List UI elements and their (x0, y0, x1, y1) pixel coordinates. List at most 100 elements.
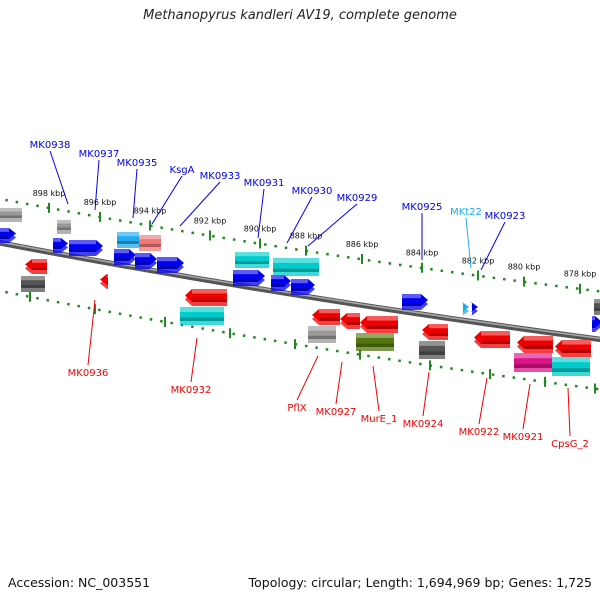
ruler-tick-label: 886 kbp (346, 240, 379, 249)
gene-lowlight (53, 246, 61, 249)
gene-label-top: KsgA (170, 165, 195, 176)
gene-lowlight (481, 340, 510, 344)
gene-reverse (312, 309, 340, 325)
gene-highlight (524, 336, 553, 341)
gene-reverse (514, 353, 552, 372)
gene-lowlight (356, 343, 394, 347)
accession-text: Accession: NC_003551 (8, 575, 151, 590)
gene-label-leader (94, 159, 100, 211)
ruler-tick-label: 890 kbp (244, 224, 277, 233)
gene-highlight (356, 333, 394, 338)
gene-label-top: MK0935 (117, 158, 158, 169)
gene-lowlight (180, 317, 224, 321)
gene-highlight (271, 275, 284, 280)
gene-highlight (552, 357, 590, 363)
gene-forward (273, 258, 319, 276)
gene-forward (271, 275, 291, 291)
gene-label-top: MKt22 (450, 207, 482, 218)
gene-lowlight (21, 285, 45, 288)
gene-highlight (135, 253, 150, 258)
gene-label-top: MK0929 (337, 193, 378, 204)
gene-label-top: MK0923 (485, 211, 526, 222)
gene-forward (0, 208, 22, 222)
gene-label-top: MK0931 (244, 178, 285, 189)
gene-lowlight (233, 279, 258, 282)
gene-forward (57, 220, 71, 234)
gene-label-leader (257, 188, 265, 239)
gene-highlight (32, 259, 47, 263)
gene-highlight (107, 274, 108, 278)
gene-highlight (429, 324, 448, 329)
ruler-tick-label: 892 kbp (194, 216, 227, 225)
gene-forward (114, 249, 136, 265)
gene-lowlight (594, 308, 600, 311)
gene-label-leader (151, 175, 183, 225)
ruler-tick-label: 894 kbp (134, 206, 167, 215)
gene-lowlight (157, 266, 177, 269)
gene-reverse (340, 313, 360, 329)
ruler-tick-label: 878 kbp (564, 270, 597, 279)
gene-reverse (552, 357, 590, 376)
gene-highlight (319, 309, 340, 314)
gene-lowlight (135, 262, 150, 265)
gene-reverse (356, 333, 394, 351)
gene-face (462, 302, 469, 312)
gene-highlight (0, 208, 22, 212)
gene-lowlight (291, 288, 308, 291)
gene-lowlight (117, 241, 139, 244)
gene-label-top: MK0938 (30, 140, 71, 151)
ruler-tick-label: 896 kbp (84, 198, 117, 207)
gene-label-bottom: MK0922 (459, 427, 500, 438)
gene-label-bottom: PflX (287, 403, 306, 414)
gene-label-bottom: MK0932 (171, 385, 212, 396)
gene-label-top: MK0930 (292, 186, 333, 197)
gene-highlight (273, 258, 319, 263)
gene-label-leader (522, 383, 531, 430)
gene-lowlight (552, 368, 590, 372)
gene-reverse (180, 307, 224, 325)
gene-reverse (422, 324, 448, 340)
gene-forward (0, 228, 16, 243)
gene-label-top: MK0925 (402, 202, 443, 213)
gene-lowlight (271, 284, 284, 287)
gene-highlight (367, 316, 398, 321)
gene-lowlight (235, 261, 269, 264)
gene-label-leader (335, 361, 343, 405)
gene-label-bottom: MK0921 (503, 432, 544, 443)
gene-label-leader (179, 181, 221, 227)
gene-reverse (419, 341, 445, 359)
backbone-line (0, 240, 600, 343)
gene-forward (69, 240, 103, 256)
gene-highlight (233, 270, 258, 275)
gene-forward (471, 302, 478, 316)
gene-lowlight (0, 215, 22, 218)
gene-highlight (594, 299, 600, 304)
gene-label-leader (480, 221, 506, 271)
gene-lowlight (319, 318, 340, 321)
gene-forward (157, 257, 184, 273)
gene-lowlight (192, 298, 227, 302)
gene-label-leader (49, 150, 69, 205)
gene-highlight (402, 294, 421, 299)
gene-label-leader (307, 203, 358, 247)
gene-lowlight (69, 249, 96, 252)
ruler-tick-label: 882 kbp (462, 256, 495, 265)
gene-label-leader (567, 387, 571, 437)
gene-highlight (21, 276, 45, 281)
gene-lowlight (347, 322, 360, 325)
gene-lowlight (592, 325, 595, 328)
gene-forward (462, 302, 469, 316)
gene-highlight (592, 316, 595, 321)
gene-highlight (139, 235, 161, 240)
map-title: Methanopyrus kandleri AV19, complete gen… (143, 8, 457, 23)
gene-label-bottom: MurE_1 (361, 414, 398, 425)
gene-reverse (555, 340, 591, 357)
gene-highlight (347, 313, 360, 318)
gene-lowlight (0, 236, 9, 239)
gene-forward (233, 270, 265, 286)
gene-label-top: MK0937 (79, 149, 120, 160)
gene-lowlight (139, 244, 161, 247)
gene-forward (117, 232, 139, 248)
gene-lowlight (32, 267, 47, 270)
ruler-tick-label: 888 kbp (290, 232, 323, 241)
